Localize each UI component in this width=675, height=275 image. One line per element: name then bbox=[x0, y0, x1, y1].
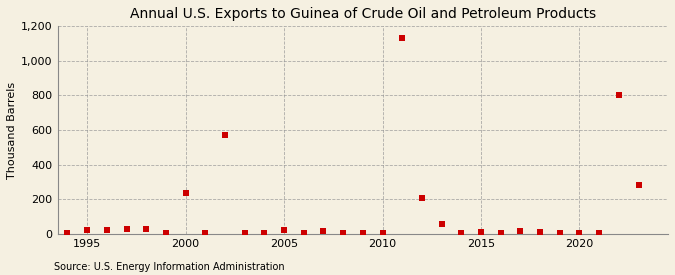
Title: Annual U.S. Exports to Guinea of Crude Oil and Petroleum Products: Annual U.S. Exports to Guinea of Crude O… bbox=[130, 7, 596, 21]
Point bbox=[161, 231, 171, 235]
Text: Source: U.S. Energy Information Administration: Source: U.S. Energy Information Administ… bbox=[54, 262, 285, 272]
Point bbox=[318, 229, 329, 233]
Point bbox=[279, 228, 290, 233]
Point bbox=[416, 196, 427, 201]
Point bbox=[180, 191, 191, 196]
Point bbox=[259, 231, 270, 235]
Point bbox=[377, 231, 388, 235]
Point bbox=[614, 93, 624, 98]
Point bbox=[436, 222, 447, 227]
Point bbox=[358, 231, 369, 235]
Point bbox=[535, 230, 545, 234]
Point bbox=[298, 231, 309, 235]
Point bbox=[141, 227, 152, 231]
Point bbox=[62, 231, 73, 235]
Point bbox=[515, 229, 526, 233]
Point bbox=[554, 231, 565, 235]
Point bbox=[574, 231, 585, 235]
Point bbox=[219, 133, 230, 138]
Point bbox=[239, 231, 250, 235]
Point bbox=[633, 182, 644, 187]
Point bbox=[476, 230, 487, 234]
Point bbox=[82, 228, 92, 233]
Point bbox=[594, 231, 605, 235]
Y-axis label: Thousand Barrels: Thousand Barrels bbox=[7, 82, 17, 179]
Point bbox=[101, 227, 112, 232]
Point bbox=[397, 36, 408, 41]
Point bbox=[200, 231, 211, 235]
Point bbox=[456, 231, 466, 235]
Point bbox=[121, 227, 132, 231]
Point bbox=[338, 231, 348, 235]
Point bbox=[495, 231, 506, 235]
